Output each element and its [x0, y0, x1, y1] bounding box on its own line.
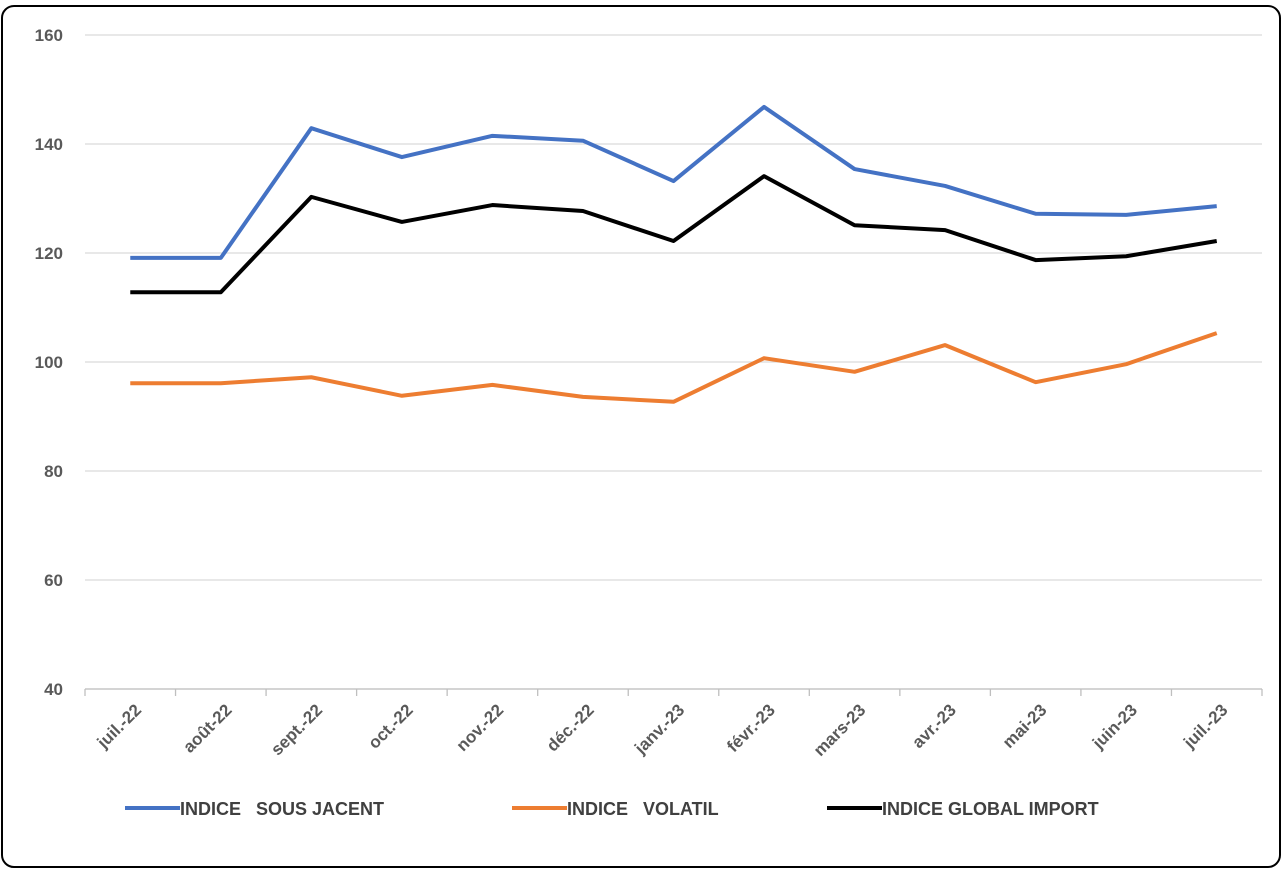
series-line	[130, 331, 1218, 404]
legend-label: INDICE VOLATIL	[567, 799, 719, 819]
y-tick-label: 100	[35, 353, 63, 372]
y-tick-label: 140	[35, 135, 63, 154]
y-tick-label: 160	[35, 26, 63, 45]
series-line	[130, 174, 1218, 295]
y-tick-label: 120	[35, 244, 63, 263]
y-tick-label: 80	[44, 462, 63, 481]
chart-frame	[1, 5, 1281, 868]
series-line	[130, 104, 1217, 260]
legend-label: INDICE SOUS JACENT	[180, 799, 384, 819]
y-tick-label: 40	[44, 680, 63, 699]
y-tick-label: 60	[44, 571, 63, 590]
legend-label: INDICE GLOBAL IMPORT	[882, 799, 1099, 819]
